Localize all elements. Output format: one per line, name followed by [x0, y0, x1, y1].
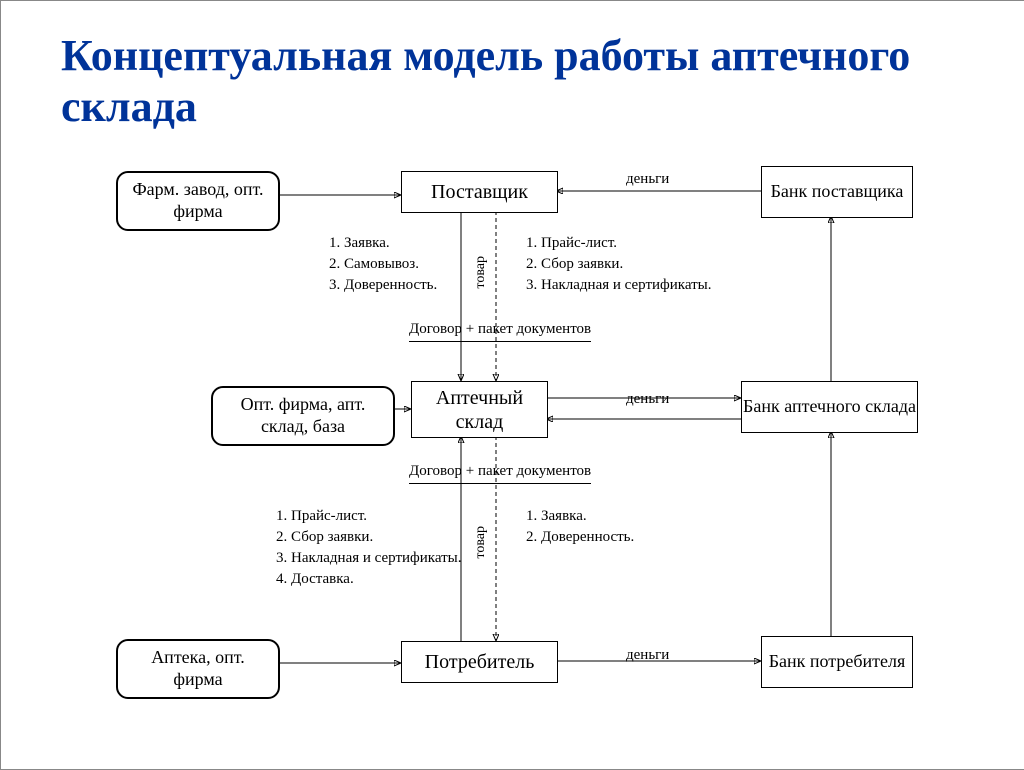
label-list2-right: 1. Заявка. 2. Доверенность. [526, 506, 634, 548]
node-warehouse-source: Опт. фирма, апт. склад, база [211, 386, 395, 446]
node-supplier: Поставщик [401, 171, 558, 213]
node-warehouse: Аптечный склад [411, 381, 548, 438]
slide: Концептуальная модель работы аптечного с… [0, 0, 1024, 770]
node-supplier-source: Фарм. завод, опт. фирма [116, 171, 280, 231]
node-consumer: Потребитель [401, 641, 558, 683]
label-tovar-2: товар [471, 526, 491, 559]
node-bank-warehouse: Банк аптечного склада [741, 381, 918, 433]
label-money-3: деньги [626, 645, 669, 666]
node-consumer-source: Аптека, опт. фирма [116, 639, 280, 699]
label-list2-left: 1. Прайс-лист. 2. Сбор заявки. 3. Наклад… [276, 506, 462, 590]
label-contract-1: Договор + пакет документов [409, 319, 591, 342]
label-money-2: деньги [626, 389, 669, 410]
label-list1-left: 1. Заявка. 2. Самовывоз. 3. Доверенность… [329, 233, 437, 296]
node-bank-supplier: Банк поставщика [761, 166, 913, 218]
label-contract-2: Договор + пакет документов [409, 461, 591, 484]
flowchart: Фарм. завод, опт. фирма Поставщик Банк п… [1, 161, 1024, 751]
label-list1-right: 1. Прайс-лист. 2. Сбор заявки. 3. Наклад… [526, 233, 712, 296]
node-bank-consumer: Банк потребителя [761, 636, 913, 688]
label-tovar-1: товар [471, 256, 491, 289]
label-money-1: деньги [626, 169, 669, 190]
slide-title: Концептуальная модель работы аптечного с… [61, 31, 1024, 132]
